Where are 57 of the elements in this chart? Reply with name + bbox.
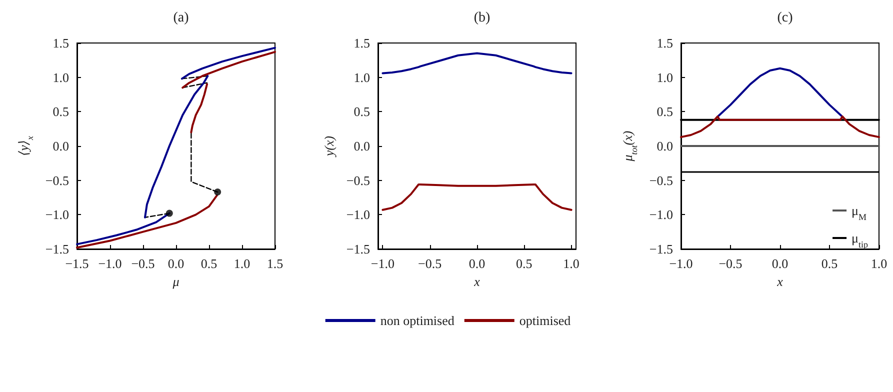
x-tick-label: 0.0: [468, 256, 486, 271]
x-axis-title: x: [473, 274, 480, 289]
x-tick-label: −0.5: [718, 256, 742, 271]
x-tick-label: 1.5: [266, 256, 284, 271]
x-tick-label: 0.5: [200, 256, 218, 271]
y-axis-title: ⟨y⟩x: [16, 136, 36, 156]
y-tick-label: 0.0: [656, 138, 673, 154]
x-tick-label: 0.0: [168, 256, 184, 271]
y-tick-label: −0.5: [649, 172, 673, 188]
y-tick-label: 1.5: [656, 36, 673, 50]
x-tick-label: −1.0: [98, 256, 122, 271]
y-tick-label: 0.0: [52, 138, 69, 154]
y-axis-title: y(x): [322, 136, 337, 158]
y-tick-label: −1.5: [346, 242, 370, 256]
x-tick-label: −0.5: [131, 256, 155, 271]
line-series: [190, 83, 208, 134]
y-tick-label: 0.5: [354, 104, 370, 120]
x-tick-label: −1.0: [370, 256, 395, 271]
y-tick-label: 1.0: [656, 70, 673, 85]
x-tick-label: 1.0: [563, 256, 580, 271]
x-axis-title: x: [776, 274, 784, 289]
line-series: [382, 183, 572, 211]
line-series: [144, 74, 209, 218]
x-tick-label: 0.0: [772, 256, 788, 271]
x-tick-label: −1.5: [65, 256, 89, 271]
x-tick-label: 0.5: [821, 256, 838, 271]
y-tick-label: −1.5: [649, 242, 673, 256]
y-tick-label: −1.5: [45, 242, 69, 256]
x-axis-title: μ: [172, 274, 180, 289]
y-tick-label: 1.0: [354, 70, 370, 85]
y-tick-label: −0.5: [346, 172, 370, 188]
legend-label: optimised: [519, 313, 572, 328]
y-tick-label: −1.0: [346, 207, 370, 222]
y-tick-label: −0.5: [45, 172, 69, 188]
y-tick-label: 1.5: [52, 36, 69, 50]
y-tick-label: −1.0: [649, 207, 673, 222]
x-tick-label: 1.0: [234, 256, 250, 271]
y-axis-title: μtot(x): [620, 130, 640, 162]
line-series: [180, 46, 276, 80]
line-series: [680, 115, 880, 138]
x-tick-label: 0.5: [516, 256, 532, 271]
chart-title: (b): [474, 10, 490, 26]
legend-label: non optimised: [380, 313, 455, 328]
y-tick-label: 0.5: [52, 104, 69, 120]
chart-title: (a): [173, 10, 190, 26]
x-tick-label: −0.5: [418, 256, 442, 271]
x-tick-label: −1.0: [669, 256, 693, 271]
y-tick-label: 1.0: [52, 70, 69, 85]
line-series: [718, 67, 842, 117]
y-tick-label: 1.5: [354, 36, 370, 50]
y-tick-label: −1.0: [45, 207, 69, 222]
line-series: [182, 50, 276, 89]
y-tick-label: 0.0: [354, 138, 370, 154]
chart-title: (c): [777, 10, 794, 26]
y-tick-label: 0.5: [656, 104, 673, 120]
x-tick-label: 1.0: [870, 256, 888, 271]
line-series: [382, 52, 572, 74]
